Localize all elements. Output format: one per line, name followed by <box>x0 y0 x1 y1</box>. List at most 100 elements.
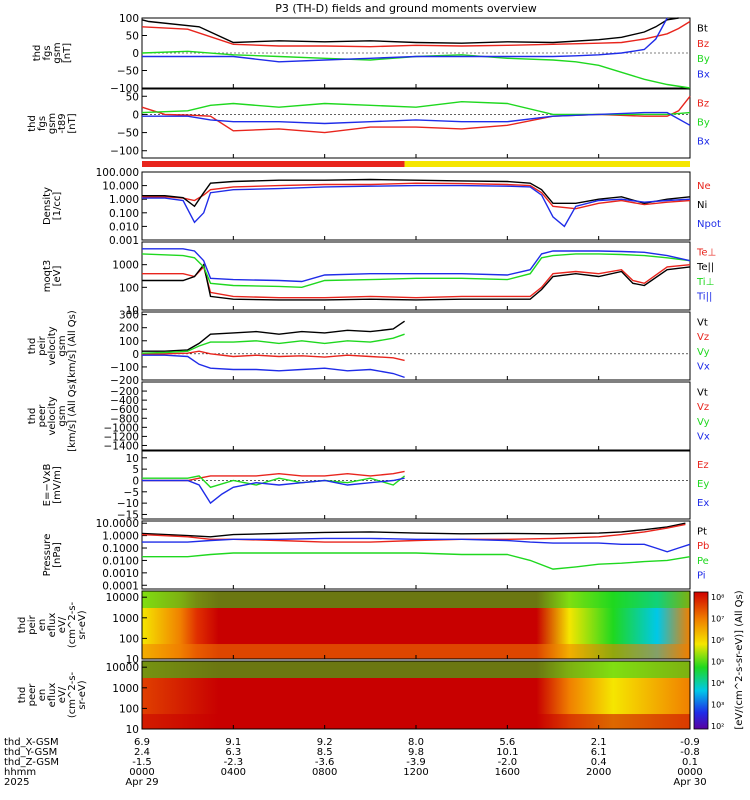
y-tick-label: 0 <box>132 349 139 361</box>
x-row-label: thd_X-GSM <box>4 737 59 748</box>
y-tick-label: 300 <box>119 310 139 322</box>
y-tick-label: −100 <box>110 83 139 95</box>
x-row-value: 5.6 <box>499 737 515 748</box>
x-row-label: thd_Z-GSM <box>4 757 59 768</box>
y-axis-label: peer <box>27 683 38 707</box>
y-axis-label: [eV] <box>52 266 63 287</box>
y-axis-label: thd <box>17 687 28 704</box>
y-tick-label: 0.0010 <box>102 568 139 580</box>
panel-3: 100.000 10.0001.000 0.1000.010 0.001 Density… <box>42 167 721 247</box>
legend-entry: By <box>697 54 710 65</box>
y-tick-label: −1200 <box>103 431 139 443</box>
y-tick-label: 0.1000 <box>102 543 139 555</box>
y-axis-label: [mV/m] <box>52 466 63 504</box>
legend-entry: Bz <box>697 39 709 50</box>
panel-frame <box>141 520 691 590</box>
colorbar-tick-label: 10⁸ <box>711 593 724 602</box>
panel-6: −200−400−600−800−1000−1200−1400 thd peer ve… <box>27 380 710 452</box>
y-axis-label: en <box>37 619 48 632</box>
legend-entry: Vt <box>697 387 708 398</box>
y-tick-label: 10.0000 <box>96 518 139 530</box>
y-axis-label: (cm^2-s- <box>67 671 78 718</box>
y-tick-label: 10000 <box>106 662 139 674</box>
spectrogram-low-energy <box>142 714 690 729</box>
x-axis-labels: thd_X-GSM 6.9 9.1 9.2 8.0 5.6 2.1 -0.9 thd_Y-GSM… <box>4 737 707 788</box>
y-tick-label: −100 <box>110 362 139 374</box>
legend-entry: Bx <box>697 69 710 80</box>
y-tick-label: 50 <box>126 91 139 103</box>
x-row-value: -2.0 <box>498 757 518 768</box>
legend-entry: Vz <box>697 332 709 343</box>
y-tick-label: −1000 <box>103 422 139 434</box>
y-tick-label: 100 <box>119 703 139 715</box>
x-row-value: -3.9 <box>406 757 426 768</box>
y-axis-label: peer <box>37 404 48 428</box>
series-line-by <box>141 100 691 116</box>
panel-1: 100 50 0 −50 −100 thd fgs gsm [nT] Bt Bz By Bx <box>32 13 710 95</box>
y-axis-label: thd <box>27 338 38 355</box>
legend-entry: Te|| <box>696 262 714 273</box>
legend-entry: Ey <box>697 479 709 490</box>
y-tick-label: 10 <box>126 453 139 465</box>
y-tick-label: 50 <box>126 31 139 43</box>
x-row-value: 6.9 <box>134 737 150 748</box>
y-axis-label: thd <box>27 115 38 132</box>
y-tick-label: 0 <box>132 475 139 487</box>
y-tick-label: 0.0001 <box>102 580 139 592</box>
legend-entry: Ni <box>697 200 707 211</box>
y-tick-label: −400 <box>110 395 139 407</box>
y-axis-label: [1/cc] <box>52 192 63 221</box>
x-row-value: 8.0 <box>408 737 424 748</box>
mode-bar-red <box>142 161 405 167</box>
x-row-value: 0800 <box>312 767 337 778</box>
legend-entry: By <box>697 117 710 128</box>
x-row-value: 1600 <box>495 767 520 778</box>
y-axis-label: peir <box>37 335 48 355</box>
panel-frame <box>141 311 691 381</box>
spectrogram-high-energy <box>142 661 690 678</box>
y-tick-label: 100 <box>119 282 139 294</box>
y-tick-label: 10000 <box>106 592 139 604</box>
panel-2: 50 0 −50 −100 thd fgs gsm -t89 [nT] Bz By Bx <box>27 88 710 159</box>
legend-entry: Npot <box>697 219 721 230</box>
x-row-value: 10.1 <box>496 747 518 758</box>
x-row-value: 0.4 <box>591 757 607 768</box>
y-tick-label: −50 <box>117 128 139 140</box>
y-axis-label: [nT] <box>62 43 73 63</box>
x-row-value: 0000 <box>677 767 702 778</box>
y-tick-label: −50 <box>117 66 139 78</box>
figure-title: P3 (TH-D) fields and ground moments over… <box>275 2 537 15</box>
x-row-label: thd_Y-GSM <box>4 747 57 758</box>
series-line-vx <box>142 354 405 379</box>
y-tick-label: −200 <box>110 375 139 387</box>
y-axis-label: eV/ <box>57 616 68 633</box>
y-tick-label: 10 <box>126 654 139 666</box>
y-axis-label: peir <box>27 614 38 634</box>
y-tick-label: 100 <box>119 13 139 25</box>
y-axis-label: [nT] <box>67 113 78 133</box>
panel-10: 10000 1000 100 10 thd peer en eflux eV/(cm^2-s-s… <box>17 660 691 736</box>
y-tick-label: −600 <box>110 404 139 416</box>
y-axis-label: eV/ <box>57 686 68 703</box>
colorbar-label: [eV/(cm^2-s-sr-eV)] (All Qs) <box>734 590 745 729</box>
y-tick-label: 10.000 <box>102 181 139 193</box>
y-axis-label: gsm <box>47 113 58 134</box>
y-axis-label: (cm^2-s- <box>67 601 78 648</box>
y-tick-label: 1000 <box>112 613 139 625</box>
y-tick-label: 1.0000 <box>102 531 139 543</box>
y-axis-label: velocity <box>47 326 58 365</box>
series-line-bt <box>141 17 679 44</box>
legend-entry: Ne <box>697 181 711 192</box>
x-row-value: -0.9 <box>680 737 700 748</box>
y-axis-label: gsm <box>57 405 68 426</box>
y-tick-label: 100.000 <box>96 167 139 179</box>
x-row-value: 9.8 <box>408 747 424 758</box>
panel-9: 10000 1000 100 10 thd peir en eflux eV/(cm^2-s-s… <box>17 590 691 666</box>
colorbar-tick-label: 10⁵ <box>711 658 724 667</box>
y-tick-label: −800 <box>110 413 139 425</box>
series-line-pt <box>141 522 686 538</box>
